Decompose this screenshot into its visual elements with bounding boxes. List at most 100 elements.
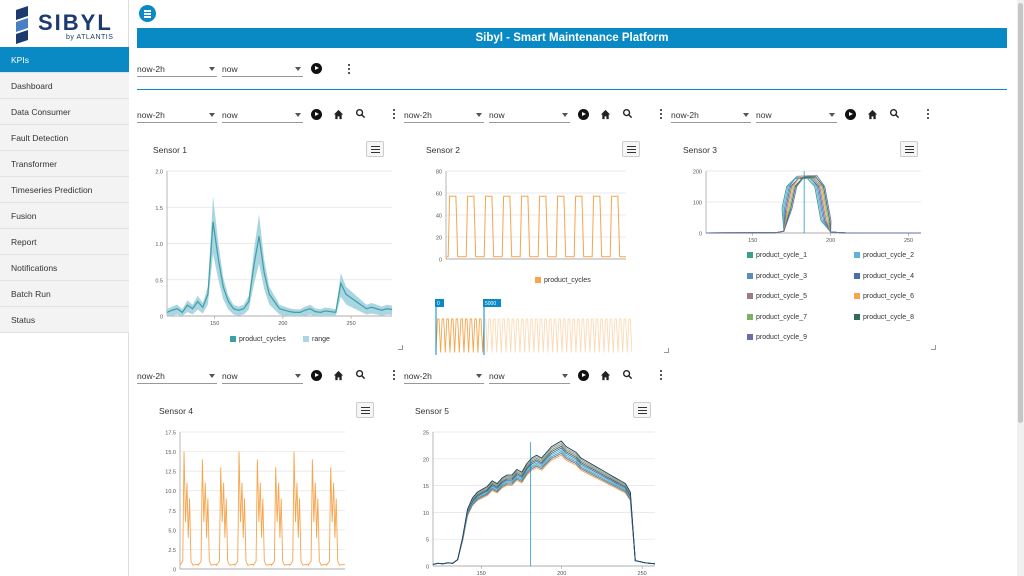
home-icon[interactable]	[600, 370, 611, 381]
panel-3-play-button[interactable]	[845, 109, 856, 120]
panel-4-more-icon[interactable]	[392, 370, 396, 381]
y-tick-label: 15.0	[165, 450, 176, 456]
home-icon[interactable]	[333, 109, 344, 120]
global-from-value: now-2h	[137, 64, 165, 74]
y-tick-label: 0	[160, 315, 163, 321]
panel-3-from-select[interactable]: now-2h	[671, 110, 751, 123]
panel-4-to-select[interactable]: now	[222, 371, 303, 384]
panel-to-value: now	[222, 371, 238, 381]
global-to-select[interactable]: now	[222, 64, 303, 77]
sidebar-item-data-consumer[interactable]: Data Consumer	[0, 99, 129, 125]
global-more-icon[interactable]	[347, 64, 351, 75]
sidebar-item-status[interactable]: Status	[0, 307, 129, 333]
panel-5-menu-button[interactable]	[633, 402, 651, 418]
sidebar-item-dashboard[interactable]: Dashboard	[0, 73, 129, 99]
legend-label: product_cycle_8	[863, 313, 914, 321]
panel-resize-handle[interactable]	[664, 348, 669, 353]
legend-label: product_cycle_2	[863, 252, 914, 259]
panel-resize-handle[interactable]	[398, 345, 403, 350]
chevron-down-icon	[562, 374, 568, 378]
sidebar-item-timeseries-prediction[interactable]: Timeseries Prediction	[0, 177, 129, 203]
legend-product-cycles[interactable]: product_cycles	[535, 277, 591, 284]
panel-from-value: now-2h	[671, 110, 699, 120]
panel-5-to-select[interactable]: now	[489, 371, 570, 384]
sensor-2-navigator[interactable]: 0 5000	[432, 297, 632, 355]
panel-2-more-icon[interactable]	[659, 109, 663, 120]
y-tick-label: 0	[439, 258, 442, 264]
panel-5-play-button[interactable]	[578, 370, 589, 381]
legend-label: product_cycle_5	[756, 293, 807, 300]
global-play-button[interactable]	[311, 63, 322, 74]
series-product_cycle_4	[705, 177, 921, 234]
sidebar-item-transformer[interactable]: Transformer	[0, 151, 129, 177]
panel-4-from-select[interactable]: now-2h	[137, 371, 217, 384]
panel-resize-handle[interactable]	[931, 345, 936, 350]
legend-product-cycle-6[interactable]: product_cycle_6	[854, 293, 914, 300]
panel-2-menu-button[interactable]	[622, 141, 640, 157]
legend-swatch	[747, 252, 753, 258]
sidebar-item-fault-detection[interactable]: Fault Detection	[0, 125, 129, 151]
legend-product-cycle-8[interactable]: product_cycle_8	[854, 313, 914, 321]
legend-swatch	[747, 272, 753, 279]
series-product_cycle_7	[705, 177, 921, 234]
y-tick-label: 60	[436, 192, 442, 198]
sidebar-item-notifications[interactable]: Notifications	[0, 255, 129, 281]
panel-2-play-button[interactable]	[578, 109, 589, 120]
panel-to-value: now	[489, 110, 505, 120]
home-icon[interactable]	[600, 109, 611, 120]
panel-1-menu-button[interactable]	[366, 141, 384, 157]
legend-product-cycle-3[interactable]: product_cycle_3	[747, 272, 807, 280]
y-tick-label: 40	[436, 214, 442, 220]
legend-product-cycles[interactable]: product_cycles	[230, 336, 286, 343]
panel-5-from-select[interactable]: now-2h	[404, 371, 484, 384]
y-tick-label: 17.5	[165, 431, 176, 437]
search-icon[interactable]	[622, 369, 633, 380]
scrollbar-thumb[interactable]	[1018, 3, 1023, 423]
panel-2-to-select[interactable]: now	[489, 110, 570, 123]
navigator-end-label: 5000	[485, 301, 496, 307]
sidebar-item-batch-run[interactable]: Batch Run	[0, 281, 129, 307]
search-icon[interactable]	[889, 108, 900, 119]
panel-3-menu-button[interactable]	[900, 141, 918, 157]
panel-to-value: now	[489, 371, 505, 381]
legend-range[interactable]: range	[303, 336, 330, 343]
search-icon[interactable]	[622, 108, 633, 119]
legend-product-cycle-9[interactable]: product_cycle_9	[747, 334, 807, 341]
legend-product-cycle-5[interactable]: product_cycle_5	[747, 293, 807, 300]
menu-toggle-button[interactable]	[139, 5, 156, 22]
chevron-down-icon	[829, 113, 835, 117]
vertical-scrollbar[interactable]	[1017, 0, 1024, 576]
panel-2-from-select[interactable]: now-2h	[404, 110, 484, 123]
navigator-start-label-bg	[435, 299, 444, 307]
home-icon[interactable]	[333, 370, 344, 381]
legend-label: product_cycle_7	[756, 313, 807, 321]
x-tick-label: 250	[346, 321, 355, 327]
legend-product-cycle-1[interactable]: product_cycle_1	[747, 252, 807, 259]
legend-product-cycle-2[interactable]: product_cycle_2	[854, 252, 914, 259]
panel-1-play-button[interactable]	[311, 109, 322, 120]
navigator-start-label: 0	[437, 301, 440, 307]
panel-3-to-select[interactable]: now	[756, 110, 837, 123]
global-from-select[interactable]: now-2h	[137, 64, 217, 77]
legend-label: product_cycle_4	[863, 272, 914, 280]
panel-1-more-icon[interactable]	[392, 109, 396, 120]
panel-title-sensor-5: Sensor 5	[415, 406, 450, 416]
search-icon[interactable]	[355, 369, 366, 380]
search-icon[interactable]	[355, 108, 366, 119]
panel-1-to-select[interactable]: now	[222, 110, 303, 123]
home-icon[interactable]	[867, 109, 878, 120]
legend-product-cycle-4[interactable]: product_cycle_4	[854, 272, 914, 280]
panel-5-more-icon[interactable]	[659, 370, 663, 381]
panel-1-from-select[interactable]: now-2h	[137, 110, 217, 123]
sidebar-item-fusion[interactable]: Fusion	[0, 203, 129, 229]
x-tick-label: 200	[557, 571, 566, 576]
panel-4-play-button[interactable]	[311, 370, 322, 381]
legend-product-cycle-7[interactable]: product_cycle_7	[747, 313, 807, 321]
sidebar-item-kpis[interactable]: KPIs	[0, 47, 129, 73]
legend-label: product_cycles	[544, 277, 591, 284]
panel-4-menu-button[interactable]	[356, 402, 374, 418]
panel-3-more-icon[interactable]	[926, 109, 930, 120]
sidebar-item-report[interactable]: Report	[0, 229, 129, 255]
legend-label: product_cycle_9	[756, 334, 807, 341]
sensor-5-chart: 0 5 10 15 20 25 150 200 250	[423, 431, 656, 576]
